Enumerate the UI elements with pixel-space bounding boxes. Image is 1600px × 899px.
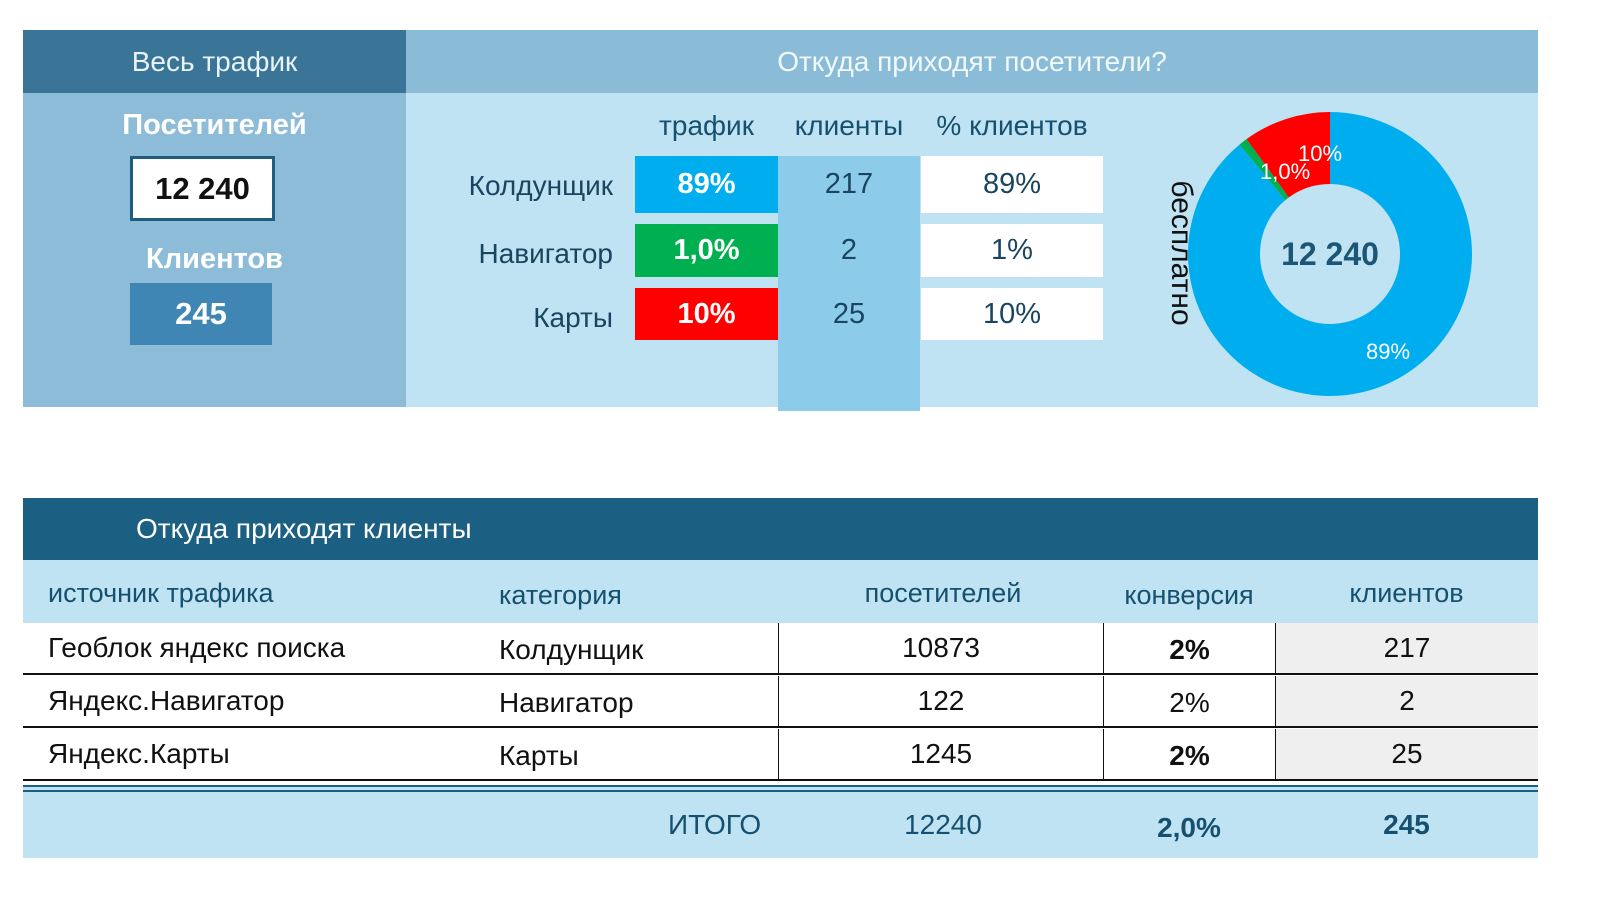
- source-row-label: Навигатор: [478, 238, 613, 269]
- sources-header: Откуда приходят посетители?: [406, 30, 1538, 93]
- header-source: источник трафика: [48, 578, 274, 608]
- col-pct-clients: % клиентов: [936, 110, 1088, 141]
- cell-conversion: 2%: [1103, 676, 1275, 726]
- cell-source: Яндекс.Навигатор: [48, 685, 285, 716]
- cell-source: Яндекс.Карты: [48, 738, 230, 769]
- donut-center-label: 12 240: [1281, 236, 1379, 272]
- total-clients: 245: [1383, 809, 1430, 840]
- header-conversion: конверсия: [1124, 580, 1254, 610]
- source-pct-cell: 89%: [921, 156, 1103, 213]
- traffic-donut-chart: 89% 1,0%10% 12 240: [1188, 112, 1472, 396]
- cell-visitors: 1245: [778, 729, 1103, 779]
- cell-category: Навигатор: [499, 687, 634, 718]
- cell-clients: 2: [1275, 676, 1538, 726]
- clients-table-title: Откуда приходят клиенты: [23, 498, 1538, 560]
- source-clients-cell: 25: [832, 297, 866, 330]
- table-row: Геоблок яндекс поиска Колдунщик 10873 2%…: [23, 623, 1538, 675]
- cell-source: Геоблок яндекс поиска: [48, 632, 346, 663]
- cell-clients: 25: [1275, 729, 1538, 779]
- header-clients: клиентов: [1349, 578, 1464, 608]
- source-pct-cell: 1%: [921, 224, 1103, 277]
- col-clients: клиенты: [794, 110, 904, 141]
- cell-category: Карты: [499, 740, 579, 771]
- source-traffic-cell: 89%: [635, 156, 778, 213]
- visitors-value: 12 240: [130, 156, 275, 221]
- cell-visitors: 10873: [778, 623, 1103, 673]
- total-visitors: 12240: [904, 809, 982, 840]
- header-visitors: посетителей: [864, 578, 1022, 608]
- source-row-label: Карты: [533, 302, 613, 333]
- clients-label: Клиентов: [146, 243, 283, 275]
- donut-slice: [1246, 112, 1330, 198]
- clients-table: Откуда приходят клиенты источник трафика…: [23, 498, 1538, 858]
- visitors-label: Посетителей: [122, 109, 307, 141]
- donut-slice: [1239, 139, 1289, 201]
- table-row: Яндекс.Карты Карты 1245 2% 25: [23, 729, 1538, 781]
- source-traffic-cell: 10%: [635, 288, 778, 340]
- clients-value: 245: [130, 283, 272, 345]
- cell-conversion: 2%: [1103, 623, 1275, 673]
- total-row: ИТОГО 12240 2,0% 245: [23, 785, 1538, 858]
- source-pct-cell: 10%: [921, 288, 1103, 340]
- cell-clients: 217: [1275, 623, 1538, 673]
- total-label: ИТОГО: [668, 809, 762, 840]
- col-traffic: трафик: [659, 110, 754, 141]
- source-clients-cell: 217: [824, 168, 874, 200]
- sources-panel: Откуда приходят посетители?: [406, 30, 1538, 407]
- cell-conversion: 2%: [1103, 729, 1275, 779]
- total-conversion: 2,0%: [1157, 812, 1221, 843]
- clients-column-bg: [778, 156, 920, 411]
- cell-category: Колдунщик: [499, 634, 644, 665]
- overview-panel: Весь трафик Посетителей 12 240 Клиентов …: [23, 30, 406, 407]
- source-traffic-cell: 1,0%: [635, 224, 778, 277]
- donut-data-label: 89%: [1366, 339, 1410, 364]
- header-category: категория: [499, 580, 622, 610]
- donut-data-label: 1,0%: [1260, 159, 1310, 184]
- cell-visitors: 122: [778, 676, 1103, 726]
- donut-data-label: 10%: [1298, 141, 1342, 166]
- clients-table-header: источник трафика категория посетителей к…: [23, 560, 1538, 623]
- donut-slice: [1188, 112, 1472, 396]
- source-clients-cell: 2: [840, 234, 858, 266]
- overview-header: Весь трафик: [23, 30, 406, 93]
- source-row-label: Колдунщик: [468, 170, 613, 201]
- table-row: Яндекс.Навигатор Навигатор 122 2% 2: [23, 676, 1538, 728]
